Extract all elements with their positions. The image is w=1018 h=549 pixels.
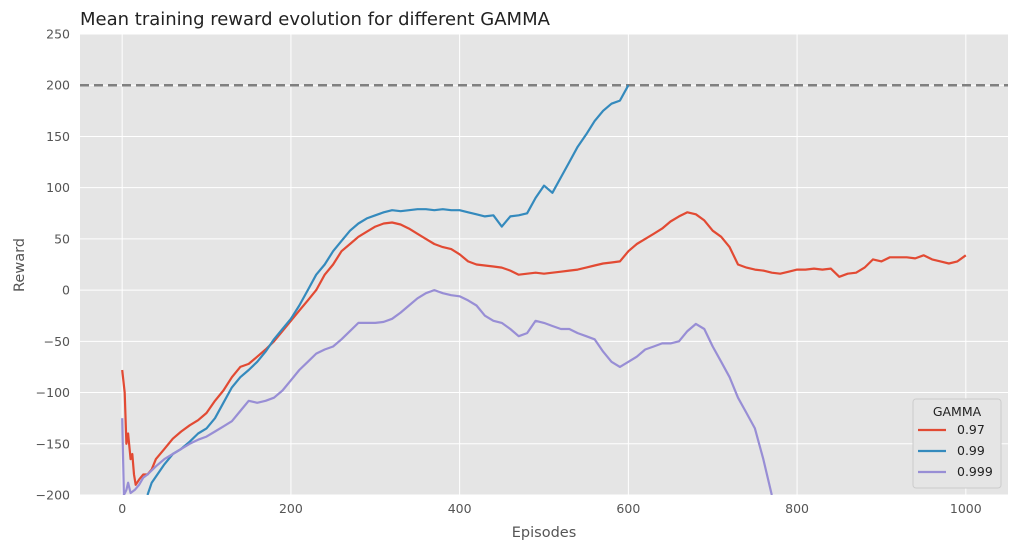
legend-items: 0.97 0.99 0.999	[918, 422, 993, 479]
y-tick-label: 0	[62, 283, 70, 298]
x-tick-label: 0	[118, 501, 126, 516]
x-tick-label: 200	[279, 501, 303, 516]
series-line-0.999	[121, 289, 773, 495]
y-tick-label: −150	[36, 436, 70, 451]
legend: GAMMA 0.97 0.99 0.999	[912, 398, 1002, 489]
x-tick-label: 600	[616, 501, 640, 516]
chart-title: Mean training reward evolution for diffe…	[80, 9, 551, 30]
legend-label: 0.999	[957, 464, 993, 479]
y-tick-label: 250	[46, 27, 70, 42]
y-tick-label: −100	[36, 385, 70, 400]
legend-title: GAMMA	[933, 404, 982, 419]
y-tick-label: 50	[54, 231, 70, 246]
y-tick-label: −50	[44, 334, 70, 349]
legend-label: 0.99	[957, 443, 985, 458]
series-line-0.99	[146, 84, 630, 495]
legend-box	[912, 398, 1002, 489]
series-lines	[121, 84, 967, 495]
series-line-0.97	[121, 211, 967, 486]
x-tick-label: 800	[785, 501, 809, 516]
x-tick-label: 1000	[950, 501, 982, 516]
x-axis-label: Episodes	[512, 525, 577, 541]
x-tick-labels: 0 200 400 600 800 1000	[118, 501, 982, 516]
y-axis-label: Reward	[12, 238, 28, 292]
y-tick-label: 150	[46, 129, 70, 144]
legend-label: 0.97	[957, 422, 985, 437]
y-tick-label: 100	[46, 180, 70, 195]
y-tick-label: −200	[36, 488, 70, 503]
y-tick-labels: −200 −150 −100 −50 0 50 100 150 200 250	[36, 27, 70, 503]
y-tick-label: 200	[46, 78, 70, 93]
x-tick-label: 400	[448, 501, 472, 516]
